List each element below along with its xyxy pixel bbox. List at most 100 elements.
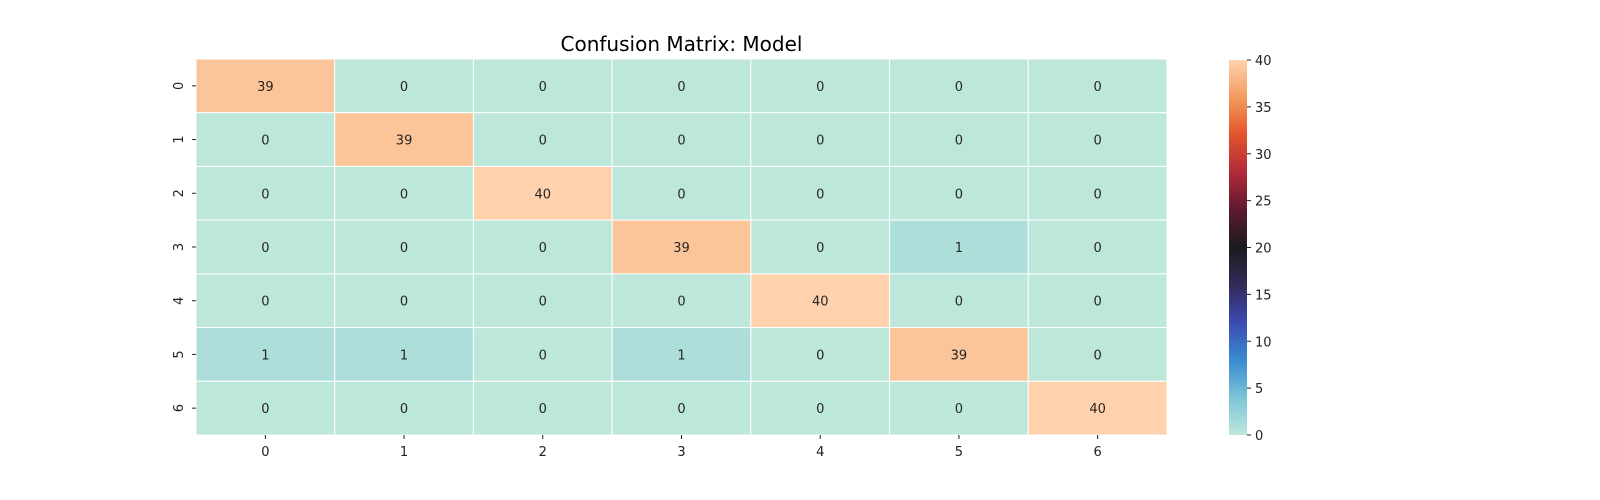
cell-value-label: 0 — [677, 80, 685, 95]
y-tick-label: 5 — [172, 350, 187, 358]
cell-value-label: 0 — [400, 80, 408, 95]
y-tick-label: 0 — [172, 82, 187, 90]
heatmap-cell — [195, 58, 336, 114]
heatmap-cell — [1027, 327, 1168, 382]
heatmap-cell — [472, 327, 613, 382]
x-tick-label: 4 — [816, 445, 824, 460]
colorbar-tick-label: 30 — [1255, 148, 1272, 163]
colorbar-tick-label: 0 — [1255, 429, 1263, 444]
x-tick-label: 0 — [261, 445, 269, 460]
cell-value-label: 0 — [539, 80, 547, 95]
heatmap-cells: 39 0 0 0 0 0 0 0 39 0 0 0 0 0 0 0 40 0 0 0 0 0 0 0 39 0 1 0 0 0 0 0 40 0 0… — [195, 58, 1168, 436]
colorbar-tick-label: 40 — [1255, 54, 1272, 69]
x-tick-label: 1 — [400, 445, 408, 460]
heatmap-cell — [611, 219, 752, 275]
cell-value-label: 0 — [816, 402, 824, 417]
y-tick-label: 1 — [172, 135, 187, 143]
cell-value-label: 0 — [955, 187, 963, 202]
y-tick-label: 4 — [172, 297, 187, 305]
heatmap-cell — [889, 165, 1029, 221]
cell-value-label: 40 — [1089, 402, 1106, 417]
heatmap-cell — [195, 327, 336, 382]
heatmap-cell — [334, 58, 474, 114]
heatmap-cell — [1027, 380, 1168, 436]
cell-value-label: 0 — [1094, 348, 1102, 363]
cell-value-label: 0 — [816, 187, 824, 202]
heatmap-cell — [750, 165, 891, 221]
cell-value-label: 0 — [539, 134, 547, 149]
colorbar-tick-label: 10 — [1255, 335, 1272, 350]
heatmap-cell — [889, 219, 1029, 275]
cell-value-label: 40 — [535, 187, 552, 202]
heatmap-cell — [611, 327, 752, 382]
cell-value-label: 0 — [955, 402, 963, 417]
cell-value-label: 0 — [261, 187, 269, 202]
cell-value-label: 39 — [951, 348, 968, 363]
heatmap-cell — [611, 165, 752, 221]
colorbar: 0 5 10 15 20 25 30 35 40 — [1229, 54, 1272, 444]
heatmap-cell — [889, 58, 1029, 114]
cell-value-label: 0 — [677, 187, 685, 202]
cell-value-label: 0 — [400, 241, 408, 256]
x-tick-label: 5 — [955, 445, 963, 460]
colorbar-tick-label: 35 — [1255, 101, 1272, 116]
cell-value-label: 39 — [673, 241, 690, 256]
y-tick-label: 6 — [172, 404, 187, 412]
colorbar-tick-label: 15 — [1255, 288, 1272, 303]
cell-value-label: 0 — [400, 295, 408, 310]
cell-value-label: 0 — [539, 348, 547, 363]
heatmap-cell — [750, 112, 891, 167]
cell-value-label: 0 — [1094, 80, 1102, 95]
cell-value-label: 1 — [261, 348, 269, 363]
heatmap-cell — [472, 165, 613, 221]
cell-value-label: 0 — [955, 134, 963, 149]
heatmap-cell — [334, 219, 474, 275]
colorbar-gradient — [1229, 60, 1247, 435]
colorbar-tick-label: 20 — [1255, 242, 1272, 257]
cell-value-label: 0 — [1094, 295, 1102, 310]
heatmap-cell — [1027, 165, 1168, 221]
cell-value-label: 0 — [1094, 241, 1102, 256]
cell-value-label: 0 — [539, 295, 547, 310]
heatmap-cell — [750, 380, 891, 436]
chart-title: Confusion Matrix: Model — [561, 32, 803, 56]
cell-value-label: 0 — [816, 80, 824, 95]
heatmap-cell — [195, 219, 336, 275]
cell-value-label: 0 — [400, 187, 408, 202]
heatmap-cell — [611, 58, 752, 114]
heatmap-cell — [1027, 112, 1168, 167]
cell-value-label: 0 — [816, 134, 824, 149]
heatmap-cell — [611, 380, 752, 436]
heatmap-cell — [195, 380, 336, 436]
x-tick-label: 3 — [677, 445, 685, 460]
heatmap-cell — [750, 58, 891, 114]
x-tick-label: 2 — [539, 445, 547, 460]
cell-value-label: 0 — [816, 348, 824, 363]
cell-value-label: 1 — [955, 241, 963, 256]
cell-value-label: 0 — [261, 241, 269, 256]
heatmap-cell — [334, 327, 474, 382]
heatmap-cell — [750, 327, 891, 382]
cell-value-label: 39 — [257, 80, 274, 95]
heatmap-cell — [195, 273, 336, 329]
heatmap-cell — [334, 165, 474, 221]
heatmap-cell — [1027, 219, 1168, 275]
cell-value-label: 0 — [539, 241, 547, 256]
heatmap-cell — [472, 58, 613, 114]
heatmap-cell — [472, 273, 613, 329]
colorbar-tick-label: 5 — [1255, 382, 1263, 397]
colorbar-tick-label: 25 — [1255, 195, 1272, 210]
heatmap-cell — [889, 380, 1029, 436]
cell-value-label: 0 — [816, 241, 824, 256]
cell-value-label: 0 — [261, 402, 269, 417]
cell-value-label: 0 — [1094, 187, 1102, 202]
cell-value-label: 40 — [812, 295, 829, 310]
y-axis: 0 1 2 3 4 5 6 — [172, 82, 196, 412]
x-tick-label: 6 — [1094, 445, 1102, 460]
x-axis: 0 1 2 3 4 5 6 — [261, 435, 1102, 460]
cell-value-label: 0 — [677, 402, 685, 417]
cell-value-label: 39 — [396, 134, 413, 149]
y-tick-label: 3 — [172, 243, 187, 251]
heatmap-cell — [1027, 273, 1168, 329]
